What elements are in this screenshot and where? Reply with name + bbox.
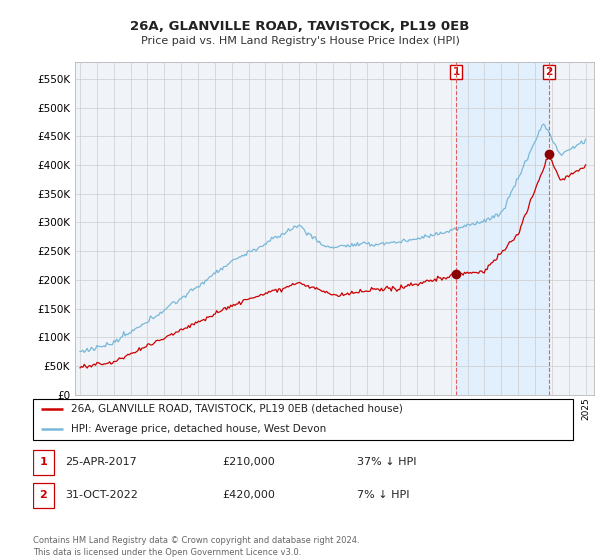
Text: 1: 1 — [452, 67, 460, 77]
Text: 1: 1 — [40, 457, 47, 467]
Text: 25-APR-2017: 25-APR-2017 — [65, 457, 137, 467]
Text: £420,000: £420,000 — [222, 490, 275, 500]
Text: 26A, GLANVILLE ROAD, TAVISTOCK, PL19 0EB: 26A, GLANVILLE ROAD, TAVISTOCK, PL19 0EB — [130, 20, 470, 32]
FancyBboxPatch shape — [33, 450, 53, 475]
Text: 31-OCT-2022: 31-OCT-2022 — [65, 490, 138, 500]
Text: 2: 2 — [545, 67, 553, 77]
Text: 37% ↓ HPI: 37% ↓ HPI — [357, 457, 416, 467]
Text: HPI: Average price, detached house, West Devon: HPI: Average price, detached house, West… — [71, 424, 326, 434]
Text: Contains HM Land Registry data © Crown copyright and database right 2024.
This d: Contains HM Land Registry data © Crown c… — [33, 536, 359, 557]
Text: 7% ↓ HPI: 7% ↓ HPI — [357, 490, 409, 500]
Text: 2: 2 — [40, 490, 47, 500]
FancyBboxPatch shape — [33, 483, 53, 508]
Bar — [456, 62, 549, 395]
Text: 26A, GLANVILLE ROAD, TAVISTOCK, PL19 0EB (detached house): 26A, GLANVILLE ROAD, TAVISTOCK, PL19 0EB… — [71, 404, 403, 413]
Text: Price paid vs. HM Land Registry's House Price Index (HPI): Price paid vs. HM Land Registry's House … — [140, 36, 460, 46]
FancyBboxPatch shape — [33, 399, 573, 440]
Text: £210,000: £210,000 — [222, 457, 275, 467]
